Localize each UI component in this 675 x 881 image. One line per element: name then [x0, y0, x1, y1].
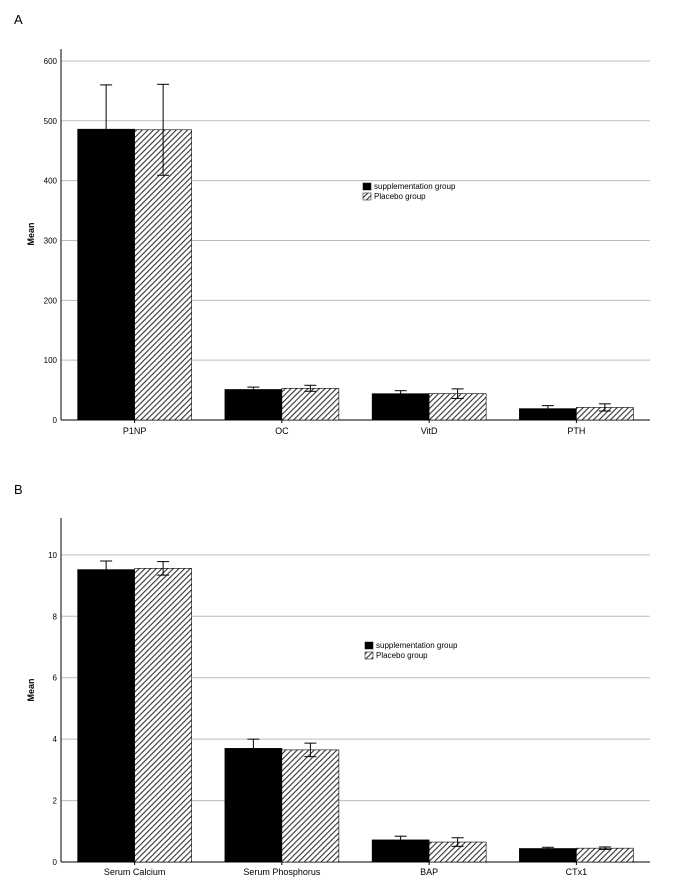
y-tick-label: 300 [44, 236, 58, 245]
legend-label: supplementation group [376, 641, 458, 650]
legend-label: Placebo group [376, 651, 428, 660]
legend-swatch-supplementation [364, 641, 374, 650]
chart-a: 0 100 200 300 400 500 600 Mean P1NP OC VitD PTH supp… [26, 49, 650, 436]
legend-swatch-placebo [362, 192, 372, 201]
bar-placebo [281, 749, 340, 863]
panel-label-b: B [14, 482, 23, 497]
bar-supplementation [224, 389, 283, 421]
y-tick-label: 4 [53, 735, 58, 744]
bar-supplementation [519, 848, 577, 863]
bar-supplementation [224, 748, 283, 863]
bar-placebo [576, 847, 634, 863]
y-axis-title: Mean [26, 222, 36, 245]
y-tick-label: 500 [44, 117, 58, 126]
bar-placebo [134, 129, 192, 421]
bar-placebo [281, 387, 340, 421]
y-tick-label: 0 [53, 416, 58, 425]
chart-b: 0 2 4 6 8 10 Mean Serum Calcium Serum Phosphorus… [26, 518, 650, 877]
legend-label: supplementation group [374, 182, 456, 191]
y-tick-label: 0 [53, 858, 58, 867]
bar-supplementation [77, 569, 135, 863]
x-category-label: CTx1 [566, 867, 588, 877]
y-axis-title: Mean [26, 678, 36, 701]
bar-placebo [134, 568, 192, 863]
legend-swatch-placebo [364, 651, 374, 660]
bar-supplementation [371, 393, 430, 421]
x-category-label: VitD [421, 426, 438, 436]
x-category-label: Serum Phosphorus [243, 867, 321, 877]
x-category-label: PTH [567, 426, 585, 436]
y-tick-label: 8 [53, 612, 58, 621]
y-tick-label: 10 [48, 551, 57, 560]
x-category-label: Serum Calcium [104, 867, 166, 877]
panel-label-a: A [14, 12, 23, 27]
x-category-label: BAP [420, 867, 438, 877]
legend-label: Placebo group [374, 192, 426, 201]
legend-swatch-supplementation [362, 182, 372, 191]
x-category-label: P1NP [123, 426, 147, 436]
y-tick-label: 400 [44, 177, 58, 186]
y-tick-label: 100 [44, 356, 58, 365]
y-tick-label: 600 [44, 57, 58, 66]
y-tick-label: 6 [53, 674, 58, 683]
y-tick-label: 200 [44, 296, 58, 305]
y-tick-label: 2 [53, 797, 58, 806]
x-category-label: OC [275, 426, 289, 436]
